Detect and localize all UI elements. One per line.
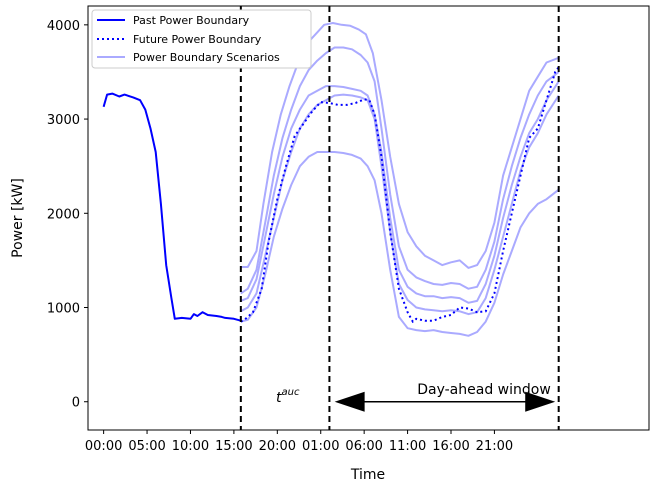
axes: 0 1000 2000 3000 4000 00:00 05:00 10:00 15:00 20:… [47, 19, 513, 454]
x-tick-label: 00:00 [85, 439, 122, 454]
y-tick-label: 0 [72, 396, 80, 411]
x-axis-label: Time [350, 467, 385, 483]
x-tick-label: 21:00 [476, 439, 513, 454]
plot-frame [87, 5, 650, 431]
x-tick-label: 20:00 [259, 439, 296, 454]
day-ahead-arrow-head-right [525, 391, 556, 412]
past-power-boundary-line [102, 92, 242, 322]
boundary-lines [102, 66, 560, 324]
x-tick-label: 15:00 [215, 439, 252, 454]
scenario-line-2 [240, 46, 560, 295]
scenario-line-4 [240, 93, 560, 316]
x-tick-label: 16:00 [432, 439, 469, 454]
x-tick-label: 06:00 [345, 439, 382, 454]
legend-label-past: Past Power Boundary [133, 14, 250, 27]
t-auc-label: tauc [276, 387, 300, 406]
y-tick-label: 1000 [47, 302, 80, 317]
day-ahead-window-label: Day-ahead window [417, 382, 551, 398]
y-axis-label: Power [kW] [10, 178, 26, 258]
scenario-lines [240, 22, 560, 337]
scenario-line-5 [240, 151, 560, 337]
legend: Past Power Boundary Future Power Boundar… [91, 9, 312, 69]
annotations: tauc Day-ahead window [276, 382, 556, 412]
legend-label-future: Future Power Boundary [133, 33, 262, 46]
y-tick-label: 4000 [47, 19, 80, 34]
y-tick-label: 3000 [47, 113, 80, 128]
scenario-line-1 [240, 22, 560, 269]
legend-box [91, 9, 312, 69]
legend-label-scenarios: Power Boundary Scenarios [133, 51, 280, 64]
x-tick-label: 11:00 [389, 439, 426, 454]
x-tick-label: 01:00 [302, 439, 339, 454]
vertical-markers [239, 6, 560, 430]
x-tick-label: 10:00 [172, 439, 209, 454]
y-tick-label: 2000 [47, 207, 80, 222]
day-ahead-arrow-head-left [334, 391, 365, 412]
x-tick-label: 05:00 [128, 439, 165, 454]
scenario-line-3 [240, 80, 560, 304]
future-power-boundary-line [240, 66, 560, 324]
